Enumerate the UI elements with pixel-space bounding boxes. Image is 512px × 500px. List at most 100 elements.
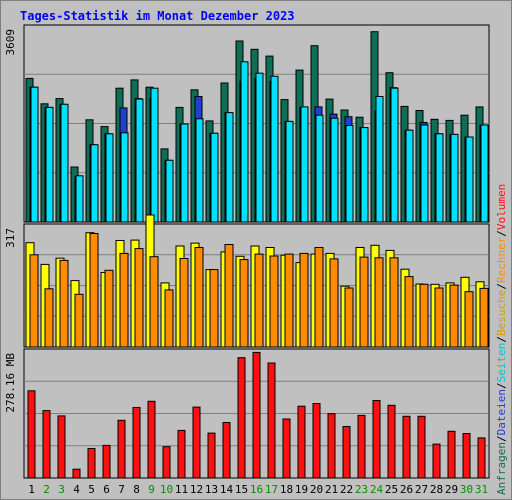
bar-seiten [240, 61, 249, 223]
bar-rechner [164, 289, 174, 348]
bar-volumen [462, 433, 471, 479]
bar-rechner [179, 258, 189, 348]
bar-volumen [477, 437, 486, 479]
bar-rechner [434, 287, 444, 348]
bar-volumen [147, 400, 156, 479]
legend-separator: / [495, 283, 508, 290]
bar-volumen [297, 405, 306, 479]
bar-volumen [387, 404, 396, 479]
x-tick-label: 17 [265, 483, 278, 496]
legend-item-anfragen: Anfragen [495, 442, 508, 495]
bar-volumen [42, 410, 51, 479]
bar-rechner [254, 253, 264, 348]
bar-volumen [162, 446, 171, 479]
bar-rechner [89, 233, 99, 348]
bar-volumen [132, 407, 141, 479]
x-tick-label: 5 [88, 483, 95, 496]
bar-seiten [150, 87, 159, 223]
legend-item-rechner: Rechner [495, 236, 508, 283]
bar-volumen [372, 400, 381, 479]
bar-seiten [45, 106, 54, 223]
bar-volumen [237, 357, 246, 479]
bar-rechner [239, 259, 249, 348]
x-tick-label: 21 [325, 483, 338, 496]
bar-volumen [72, 468, 81, 479]
legend-separator: / [495, 435, 508, 442]
bar-rechner [74, 293, 84, 348]
legend-item-volumen: Volumen [495, 184, 508, 230]
x-tick-label: 6 [103, 483, 110, 496]
bar-rechner [269, 255, 279, 348]
bar-volumen [327, 413, 336, 479]
bar-volumen [177, 429, 186, 479]
x-tick-label: 24 [370, 483, 384, 496]
bar-seiten [285, 120, 294, 223]
x-tick-label: 28 [430, 483, 443, 496]
bar-volumen [417, 415, 426, 479]
panel-middle-max-label: 317 [4, 228, 17, 248]
legend-item-besuche: Besuche [495, 290, 508, 336]
bar-seiten [390, 87, 399, 223]
bar-rechner [419, 283, 429, 348]
bar-volumen [402, 415, 411, 479]
legend-separator: / [495, 230, 508, 237]
bar-volumen [222, 422, 231, 479]
bar-volumen [282, 418, 291, 479]
x-tick-label: 25 [385, 483, 398, 496]
bar-rechner [314, 247, 324, 348]
bar-volumen [432, 443, 441, 479]
bar-seiten [255, 72, 264, 223]
bar-rechner [29, 254, 39, 348]
bar-seiten [105, 133, 114, 223]
x-tick-label: 12 [190, 483, 203, 496]
x-tick-label: 10 [160, 483, 173, 496]
bar-volumen [117, 419, 126, 479]
bar-seiten [210, 132, 219, 223]
x-tick-label: 30 [460, 483, 473, 496]
bar-seiten [465, 136, 474, 223]
x-tick-label: 9 [148, 483, 155, 496]
bar-seiten [480, 124, 489, 223]
x-tick-label: 23 [355, 483, 368, 496]
bar-volumen [267, 362, 276, 479]
bar-rechner [374, 257, 384, 348]
x-tick-label: 14 [220, 483, 234, 496]
x-tick-label: 11 [175, 483, 188, 496]
legend-item-seiten: Seiten [495, 343, 508, 383]
bar-rechner [104, 269, 114, 348]
bar-rechner [329, 258, 339, 348]
chart-title: Tages-Statistik im Monat Dezember 2023 [20, 9, 295, 23]
x-tick-label: 15 [235, 483, 248, 496]
bar-volumen [57, 415, 66, 479]
bar-seiten [60, 103, 69, 223]
bar-seiten [330, 117, 339, 223]
bar-seiten [375, 96, 384, 223]
x-tick-label: 8 [133, 483, 140, 496]
x-tick-label: 3 [58, 483, 65, 496]
bar-rechner [479, 287, 489, 348]
x-tick-label: 4 [73, 483, 80, 496]
bar-rechner [224, 244, 234, 348]
bar-seiten [195, 118, 204, 223]
bar-volumen [342, 426, 351, 479]
bar-volumen [447, 430, 456, 479]
bar-volumen [192, 406, 201, 479]
x-tick-label: 1 [28, 483, 35, 496]
bar-seiten [450, 133, 459, 223]
bar-seiten [180, 123, 189, 223]
bar-seiten [435, 133, 444, 223]
bar-seiten [315, 114, 324, 223]
bar-seiten [300, 106, 309, 223]
bar-volumen [27, 390, 36, 479]
bar-volumen [357, 414, 366, 479]
bar-volumen [102, 444, 111, 479]
bar-rechner [389, 257, 399, 348]
panel-top-max-label: 3609 [4, 29, 17, 56]
bar-seiten [420, 124, 429, 223]
legend-item-dateien: Dateien [495, 389, 508, 435]
x-tick-label: 13 [205, 483, 218, 496]
bar-seiten [270, 75, 279, 223]
bar-volumen [312, 403, 321, 479]
x-tick-label: 19 [295, 483, 308, 496]
